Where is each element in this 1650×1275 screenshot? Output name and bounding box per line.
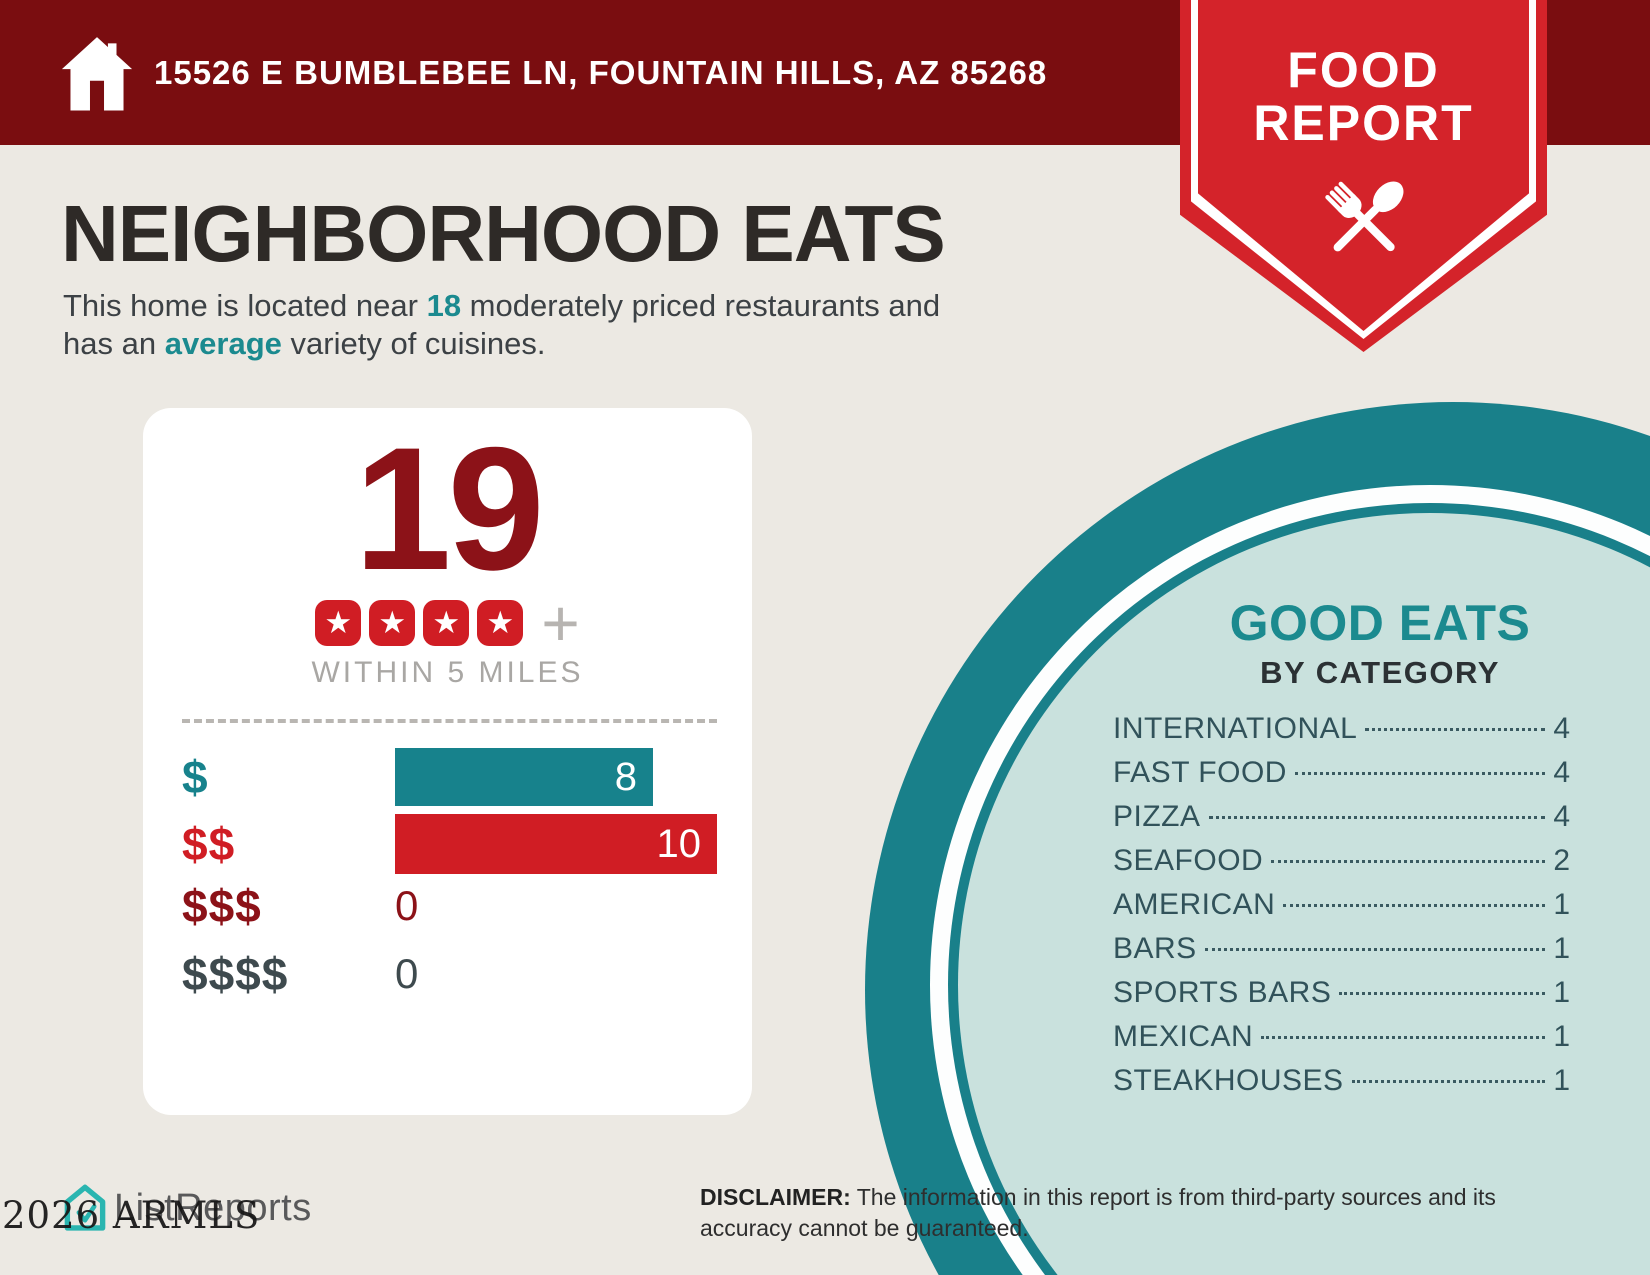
star-icon: ★ <box>423 600 470 646</box>
dotted-leader <box>1294 772 1546 775</box>
restaurant-stats-card: 19 ★ ★ ★ ★ + WITHIN 5 MILES $8 $$ 10 $$$ 0 $$$$ 0 <box>143 408 752 1115</box>
price-row: $$$ 0 <box>182 880 717 932</box>
crossed-spoon-fork-icon <box>1324 181 1403 252</box>
category-label: FAST FOOD <box>1113 756 1287 789</box>
dotted-leader <box>1208 816 1546 819</box>
disclaimer: DISCLAIMER: The information in this repo… <box>700 1182 1650 1244</box>
intro-subtitle: This home is located near 18 moderately … <box>63 287 1123 363</box>
star-icon: ★ <box>369 600 416 646</box>
category-value: 1 <box>1553 932 1570 965</box>
category-value: 2 <box>1553 844 1570 877</box>
ribbon-content: FOOD REPORT <box>1180 0 1547 280</box>
category-label: INTERNATIONAL <box>1113 712 1358 745</box>
home-icon <box>61 37 133 111</box>
dotted-leader <box>1271 860 1546 863</box>
ribbon-title-line2: REPORT <box>1253 95 1474 151</box>
disclaimer-label: DISCLAIMER: <box>700 1184 851 1210</box>
price-bar-value: 10 <box>656 821 702 866</box>
category-value: 1 <box>1553 976 1570 1009</box>
price-label: $$$ <box>182 880 262 932</box>
category-value: 4 <box>1553 756 1570 789</box>
category-label: SEAFOOD <box>1113 844 1264 877</box>
subtitle-text: variety of cuisines. <box>281 326 546 361</box>
restaurant-total-count: 19 <box>354 412 545 607</box>
property-address: 15526 E BUMBLEBEE LN, FOUNTAIN HILLS, AZ… <box>154 53 1048 91</box>
category-value: 1 <box>1553 1020 1570 1053</box>
price-row: $$ 10 <box>182 814 717 874</box>
category-row: MEXICAN 1 <box>1113 1020 1570 1064</box>
listreports-house-icon <box>64 1184 106 1231</box>
good-eats-title: GOOD EATS <box>1229 595 1531 651</box>
dotted-leader <box>1365 728 1546 731</box>
radius-label: WITHIN 5 MILES <box>311 656 584 689</box>
star-glyph: ★ <box>378 605 407 640</box>
category-label: PIZZA <box>1113 800 1201 833</box>
category-label: BARS <box>1113 932 1197 965</box>
good-eats-heading: GOOD EATS BY CATEGORY <box>1130 598 1630 691</box>
price-bar-value: 8 <box>614 754 637 799</box>
listreports-wordmark: ListReports <box>114 1186 312 1229</box>
category-row: AMERICAN 1 <box>1113 888 1570 932</box>
category-row: SPORTS BARS 1 <box>1113 976 1570 1020</box>
price-bar: 10 <box>395 814 717 874</box>
star-glyph: ★ <box>432 605 461 640</box>
category-row: FAST FOOD 4 <box>1113 756 1570 800</box>
category-value: 4 <box>1553 800 1570 833</box>
category-row: STEAKHOUSES 1 <box>1113 1064 1570 1108</box>
disclaimer-line2: accuracy cannot be guaranteed. <box>700 1215 1029 1241</box>
star-icon: ★ <box>477 600 524 646</box>
category-label: SPORTS BARS <box>1113 976 1332 1009</box>
subtitle-text: moderately priced restaurants and <box>461 288 941 323</box>
page-title: NEIGHBORHOOD EATS <box>61 189 946 278</box>
food-report-ribbon: FOOD REPORT <box>1180 0 1547 352</box>
good-eats-subtitle: BY CATEGORY <box>1260 655 1500 690</box>
category-list: INTERNATIONAL 4 FAST FOOD 4 PIZZA 4 SEAFOOD 2 AM… <box>1113 712 1570 1108</box>
listreports-logo: ListReports <box>62 1183 312 1233</box>
category-row: PIZZA 4 <box>1113 800 1570 844</box>
category-value: 1 <box>1553 1064 1570 1097</box>
subtitle-accent: average <box>164 326 282 361</box>
dotted-leader <box>1204 948 1546 951</box>
price-label: $$ <box>182 818 236 870</box>
dotted-leader <box>1261 1036 1546 1039</box>
category-label: MEXICAN <box>1113 1020 1254 1053</box>
price-label: $ <box>182 751 209 803</box>
ribbon-title-line1: FOOD <box>1287 42 1440 98</box>
category-row: INTERNATIONAL 4 <box>1113 712 1570 756</box>
disclaimer-line1: The information in this report is from t… <box>850 1184 1496 1210</box>
armls-watermark: 2026 ARMLS <box>2 1194 261 1237</box>
price-row: $8 <box>182 748 717 806</box>
dotted-leader <box>1339 992 1546 995</box>
category-value: 1 <box>1553 888 1570 921</box>
dashed-divider <box>182 719 717 723</box>
dotted-leader <box>1283 904 1546 907</box>
plus-sign: + <box>541 586 580 660</box>
price-label: $$$$ <box>182 948 289 1000</box>
category-row: BARS 1 <box>1113 932 1570 976</box>
price-row: $$$$ 0 <box>182 948 717 1000</box>
price-zero-value: 0 <box>395 882 419 929</box>
subtitle-text: has an <box>63 326 165 361</box>
star-icon: ★ <box>315 600 362 646</box>
price-level-chart: $8 $$ 10 $$$ 0 $$$$ 0 <box>182 748 717 1000</box>
category-label: STEAKHOUSES <box>1113 1064 1344 1097</box>
category-row: SEAFOOD 2 <box>1113 844 1570 888</box>
subtitle-accent: 18 <box>426 288 462 323</box>
price-bar: 8 <box>395 748 653 806</box>
category-value: 4 <box>1553 712 1570 745</box>
star-glyph: ★ <box>324 605 353 640</box>
subtitle-text: This home is located near <box>63 288 427 323</box>
star-rating: ★ ★ ★ ★ + <box>143 586 752 660</box>
star-glyph: ★ <box>486 605 515 640</box>
category-label: AMERICAN <box>1113 888 1276 921</box>
dotted-leader <box>1351 1080 1546 1083</box>
price-zero-value: 0 <box>395 950 419 997</box>
